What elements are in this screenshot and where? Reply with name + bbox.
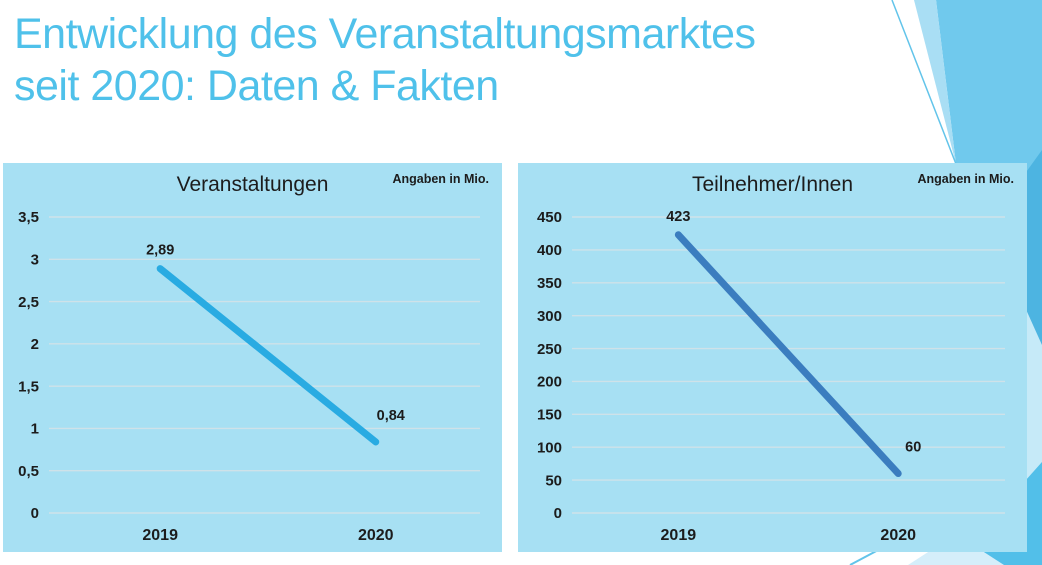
y-tick-label: 2: [31, 336, 39, 353]
line-chart-teilnehmer: 0 50 100 150 200 250 300 350 400 450 2019 2020 423 60: [537, 209, 1005, 544]
page-title: Entwicklung des Veranstaltungsmarktes se…: [14, 8, 756, 113]
deco-top-right-hairline: [891, 0, 957, 165]
data-point-label: 423: [666, 209, 690, 225]
chart-title-teilnehmer: Teilnehmer/Innen: [691, 173, 854, 196]
y-tick-label: 0: [31, 505, 39, 522]
data-point-label: 0,84: [377, 408, 405, 424]
y-tick-label: 250: [537, 341, 562, 358]
y-tick-label: 1: [31, 421, 39, 438]
x-tick-label: 2019: [661, 527, 697, 544]
chart-panel-teilnehmer: Teilnehmer/Innen Angaben in Mio. 0 50 100 1…: [518, 163, 1027, 552]
chart-panel-veranstaltungen: Veranstaltungen Angaben in Mio. 0 0,5 1 1,5…: [3, 163, 502, 552]
data-line: [156, 265, 380, 446]
y-tick-label: 200: [537, 374, 562, 391]
data-point-label: 60: [905, 440, 921, 456]
y-tick-label: 3,5: [18, 209, 39, 226]
y-tick-label: 300: [537, 308, 562, 325]
x-tick-label: 2019: [142, 527, 178, 544]
y-tick-label: 50: [545, 472, 562, 489]
y-tick-label: 1,5: [18, 378, 39, 395]
y-tick-label: 0,5: [18, 463, 39, 480]
unit-label-veranstaltungen: Angaben in Mio.: [392, 172, 489, 186]
unit-label-teilnehmer: Angaben in Mio.: [917, 172, 1014, 186]
y-tick-label: 400: [537, 242, 562, 259]
y-tick-label: 450: [537, 209, 562, 226]
deco-top-right-light-wedge: [914, 0, 956, 164]
page-title-line-2: seit 2020: Daten & Fakten: [14, 62, 499, 111]
y-tick-label: 3: [31, 251, 39, 268]
page-title-line-1: Entwicklung des Veranstaltungsmarktes: [14, 10, 756, 58]
y-tick-label: 0: [554, 505, 562, 522]
x-tick-label: 2020: [880, 527, 916, 544]
y-tick-label: 100: [537, 439, 562, 456]
data-line: [674, 231, 902, 478]
y-tick-label: 150: [537, 407, 562, 424]
line-chart-veranstaltungen: 0 0,5 1 1,5 2 2,5 3 3,5 2019 2020 2,89 0,84: [18, 209, 480, 544]
y-tick-label: 2,5: [18, 294, 39, 311]
data-point-label: 2,89: [146, 243, 174, 259]
chart-title-veranstaltungen: Veranstaltungen: [176, 173, 329, 196]
y-tick-label: 350: [537, 275, 562, 292]
x-tick-label: 2020: [358, 527, 394, 544]
